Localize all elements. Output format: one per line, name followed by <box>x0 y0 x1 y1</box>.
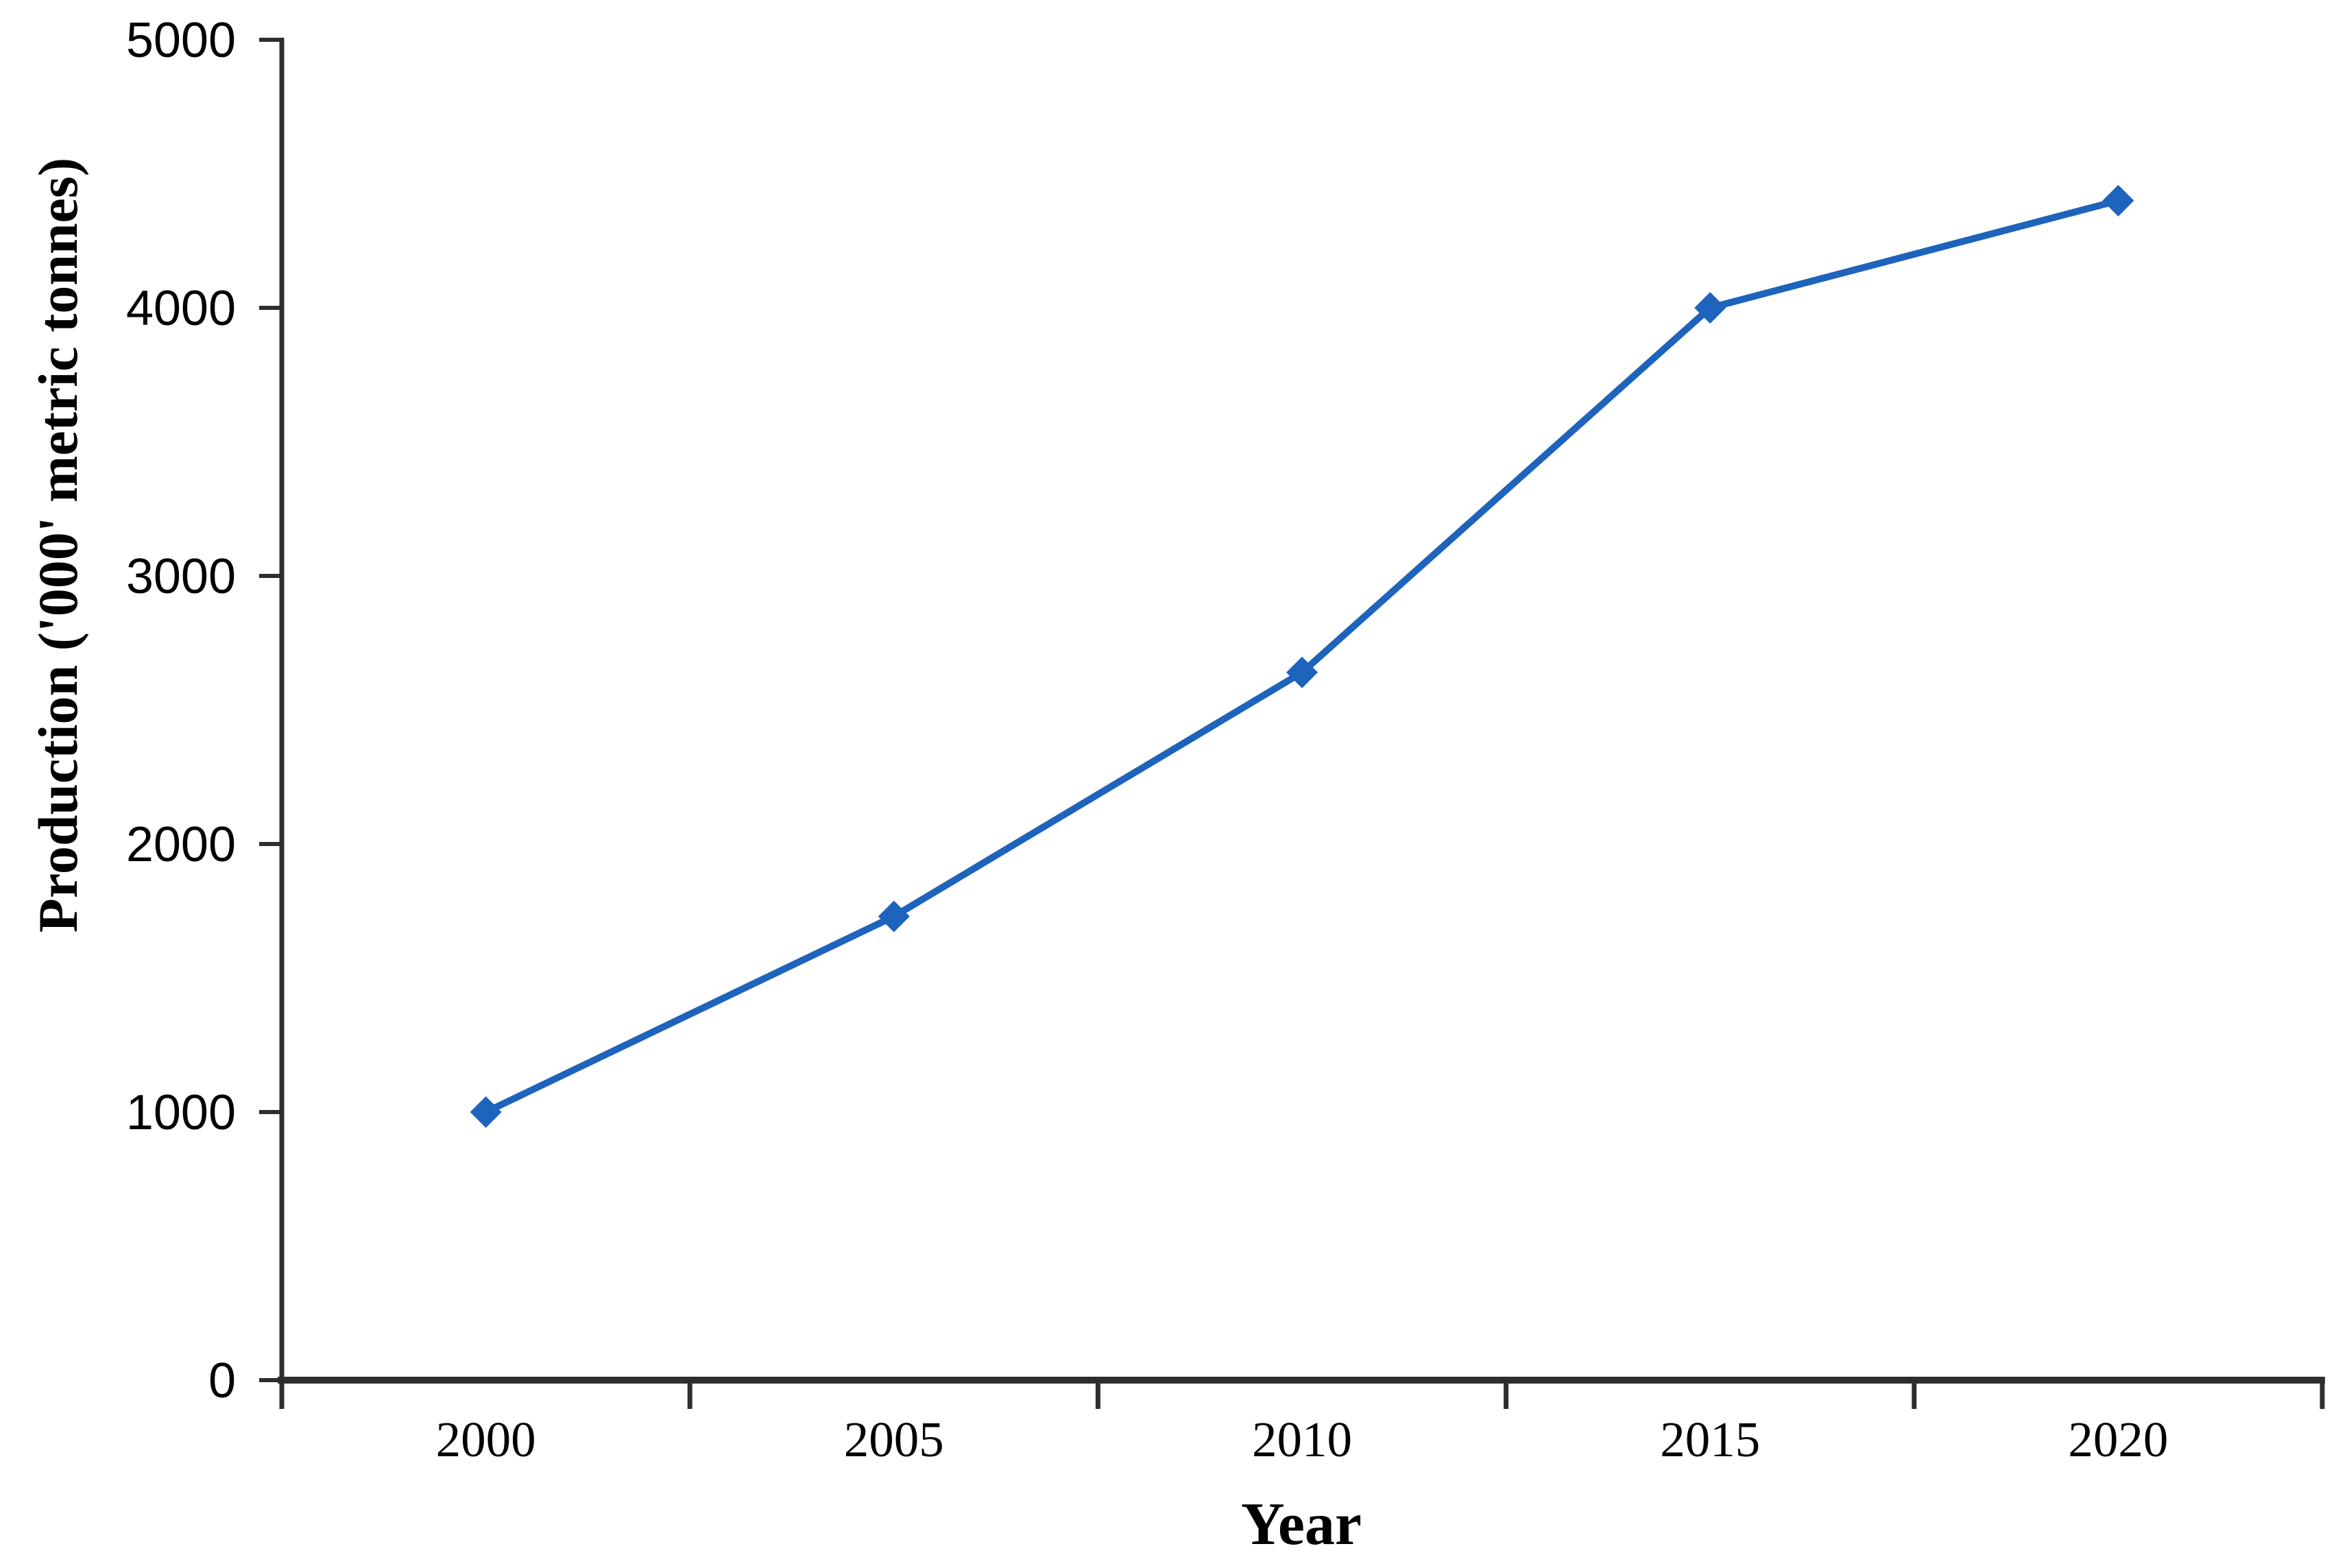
data-point-marker <box>1286 656 1318 688</box>
x-axis-title: Year <box>1241 1491 1362 1558</box>
data-point-marker <box>470 1096 502 1128</box>
series-layer <box>470 184 2134 1128</box>
x-tick-label: 2015 <box>1660 1412 1760 1467</box>
y-tick-label: 0 <box>208 1353 236 1408</box>
x-tick-label: 2005 <box>844 1412 944 1467</box>
x-tick-label: 2010 <box>1252 1412 1352 1467</box>
x-tick-label: 2000 <box>436 1412 536 1467</box>
y-axis-ticks: 0 1000 2000 3000 4000 5000 <box>126 13 282 1408</box>
y-axis-title: Production ('000' metric tonnes) <box>27 158 89 932</box>
data-point-marker <box>878 900 910 932</box>
series-line <box>482 197 2122 1115</box>
y-tick-label: 5000 <box>126 13 236 68</box>
data-point-marker <box>2102 184 2134 217</box>
y-tick-label: 4000 <box>126 281 236 336</box>
data-point-marker <box>1694 292 1726 324</box>
x-axis-ticks: 2000 2005 2010 2015 2020 <box>279 1380 2325 1467</box>
y-tick-label: 2000 <box>126 817 236 872</box>
y-tick-label: 3000 <box>126 549 236 604</box>
x-tick-label: 2020 <box>2068 1412 2168 1467</box>
y-tick-label: 1000 <box>126 1085 236 1140</box>
